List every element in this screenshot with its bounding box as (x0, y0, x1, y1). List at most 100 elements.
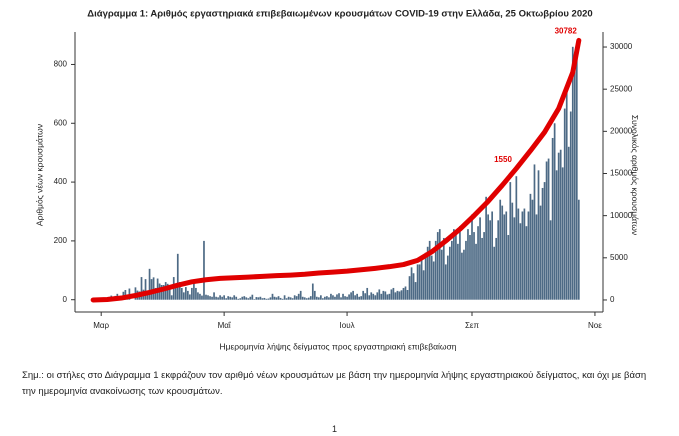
bar (233, 295, 236, 300)
bar (549, 220, 552, 300)
bar (182, 292, 185, 300)
bar (541, 187, 544, 300)
bar (378, 289, 381, 300)
bar (481, 237, 483, 300)
bar (162, 285, 165, 300)
bar (567, 146, 570, 300)
bar (539, 205, 542, 300)
bar (386, 294, 389, 300)
bar (366, 287, 369, 300)
bar (364, 293, 367, 300)
bar (360, 296, 363, 300)
bar (573, 61, 576, 300)
bar (376, 292, 379, 300)
bar (299, 290, 302, 300)
bar (563, 108, 566, 300)
bar (485, 196, 487, 300)
bar (338, 293, 340, 300)
bar (426, 246, 429, 300)
bar (281, 298, 284, 300)
bar (324, 296, 326, 300)
bar (436, 232, 439, 300)
bar (301, 296, 304, 300)
bar (457, 243, 459, 300)
bar (251, 294, 254, 300)
bar (577, 199, 580, 300)
bar (330, 293, 332, 300)
bar (527, 211, 530, 300)
bar (154, 287, 157, 300)
bar (342, 293, 344, 300)
bar (557, 152, 560, 300)
bar (467, 229, 469, 300)
bar (328, 297, 330, 300)
cumulative-line (90, 37, 582, 303)
bar (432, 261, 435, 300)
chart: Διάγραμμα 1: Αριθμός εργαστηριακά επιβεβ… (34, 9, 640, 352)
bar (362, 290, 365, 300)
bar (571, 46, 574, 300)
bar (535, 214, 538, 300)
bar (448, 246, 451, 300)
y2-tick-label: 25000 (610, 84, 633, 93)
bar (166, 283, 169, 300)
bar (519, 223, 522, 300)
bar (434, 240, 437, 300)
bar (178, 282, 181, 300)
bar (309, 296, 312, 300)
bar (203, 240, 205, 300)
bar (459, 226, 461, 300)
bar (370, 292, 373, 300)
bar (285, 298, 288, 300)
bar (352, 290, 354, 300)
bar (348, 294, 350, 300)
y-tick-label: 200 (54, 236, 68, 245)
bar (239, 298, 242, 300)
bar (501, 205, 504, 300)
bar (269, 297, 272, 300)
bar (511, 202, 514, 300)
bar (205, 294, 207, 300)
bar (217, 297, 219, 300)
bar (465, 240, 467, 300)
bar (207, 295, 209, 300)
y2-tick-label: 30000 (610, 42, 633, 51)
bar (374, 295, 377, 300)
bar (257, 297, 260, 300)
bar (213, 292, 215, 300)
bar (384, 291, 387, 300)
bar (463, 249, 465, 300)
bar (305, 298, 308, 300)
bar (430, 255, 433, 300)
bar (446, 255, 449, 300)
bar (227, 296, 230, 300)
bar (507, 235, 510, 300)
x-tick-label: Ιουλ (340, 321, 355, 330)
bar (279, 297, 282, 300)
x-tick-label: Μαρ (93, 321, 109, 330)
bar (442, 237, 445, 300)
bar (189, 294, 191, 300)
bar (297, 293, 300, 300)
bar (380, 293, 383, 300)
bar (471, 214, 473, 300)
bar (455, 235, 457, 300)
bar (477, 226, 479, 300)
bar (311, 283, 314, 300)
bar (438, 229, 441, 300)
bar (394, 292, 397, 300)
bar (201, 295, 203, 300)
bar (461, 252, 463, 300)
bar (295, 296, 298, 300)
bar (184, 287, 187, 300)
bar (313, 290, 316, 300)
y2-axis-label: Συνολικός αριθμός κρουσμάτων (630, 115, 640, 235)
bar (225, 298, 227, 300)
bar (418, 264, 421, 300)
bar (259, 296, 262, 300)
bar (440, 249, 443, 300)
y-tick-label: 800 (54, 60, 68, 69)
bar (211, 296, 213, 300)
bar (503, 214, 506, 300)
x-axis-label: Ημερομηνία λήψης δείγματος προς εργαστηρ… (219, 341, 456, 351)
